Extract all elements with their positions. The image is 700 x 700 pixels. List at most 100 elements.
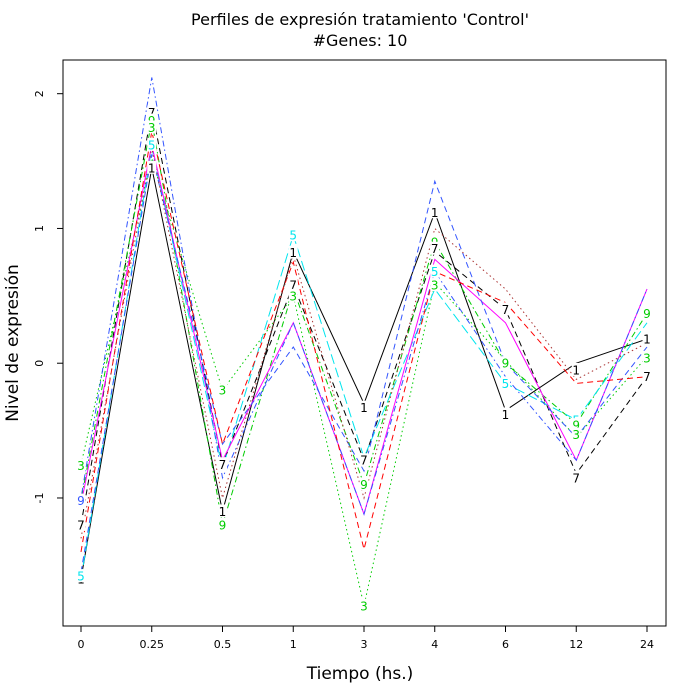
y-axis-title: Nivel de expresión (3, 264, 23, 422)
point-label: 7 (502, 303, 510, 317)
y-tick-label: 2 (33, 90, 46, 97)
point-label: 1 (360, 401, 368, 415)
point-label: 7 (572, 471, 580, 485)
point-label-backdrop (430, 278, 440, 292)
point-label: 1 (289, 246, 297, 260)
point-label-backdrop (501, 376, 510, 390)
point-label-backdrop (288, 245, 298, 259)
point-label: 9 (572, 419, 580, 433)
point-label-backdrop (218, 457, 227, 471)
point-label-backdrop (76, 493, 86, 507)
point-label: 3 (572, 428, 580, 442)
point-label-backdrop (571, 362, 581, 376)
point-label-backdrop (571, 427, 581, 441)
x-tick-label: 12 (569, 638, 583, 651)
point-label-backdrop (147, 105, 157, 119)
point-label: 3 (148, 121, 156, 135)
point-label: 9 (360, 478, 368, 492)
point-label-backdrop (76, 458, 86, 472)
point-label-backdrop (430, 264, 440, 278)
point-label-backdrop (430, 234, 440, 248)
point-label-backdrop (359, 477, 369, 491)
point-label-backdrop (76, 569, 86, 583)
point-label: 3 (360, 599, 368, 613)
series-line (80, 77, 648, 516)
point-label-backdrop (642, 350, 652, 364)
point-label: 9 (219, 518, 227, 532)
point-label: 7 (77, 518, 85, 532)
point-label: 1 (148, 161, 156, 175)
point-label: 7 (360, 454, 368, 468)
point-labels-layer: 1793579351371951731793197537951159379137 (76, 105, 652, 613)
series-line (80, 147, 648, 539)
point-label-backdrop (147, 113, 157, 127)
x-tick-label: 0.25 (140, 638, 165, 651)
point-label: 7 (148, 106, 156, 120)
point-label: 9 (502, 357, 510, 371)
y-tick-label: -1 (33, 492, 46, 503)
x-tick-label: 24 (640, 638, 654, 651)
x-tick-label: 4 (431, 638, 438, 651)
point-label-backdrop (147, 120, 157, 134)
chart-title: Perfiles de expresión tratamiento 'Contr… (191, 10, 529, 29)
point-label: 1 (431, 206, 439, 220)
point-label: 9 (643, 307, 651, 321)
x-tick-label: 1 (290, 638, 297, 651)
point-label: 1 (643, 332, 651, 346)
point-label: 3 (219, 384, 227, 398)
point-label-backdrop (218, 517, 227, 531)
point-label: 5 (148, 138, 156, 152)
point-label-backdrop (642, 331, 652, 345)
y-tick-label: 1 (33, 225, 46, 232)
point-label-backdrop (359, 400, 369, 414)
point-label-backdrop (147, 137, 157, 151)
point-label-backdrop (218, 504, 227, 518)
series-line (80, 131, 648, 552)
point-label: 5 (77, 570, 85, 584)
point-label: 3 (643, 351, 651, 365)
point-label: 7 (219, 458, 227, 472)
x-axis: 0 0.25 0.5 1 3 4 6 12 24 (78, 626, 654, 651)
point-label: 3 (289, 289, 297, 303)
point-label-backdrop (218, 383, 227, 397)
point-label: 3 (77, 459, 85, 473)
point-label-backdrop (76, 517, 86, 531)
point-label: 5 (431, 265, 439, 279)
point-label-backdrop (642, 306, 652, 320)
point-label: 1 (502, 408, 510, 422)
x-axis-title: Tiempo (hs.) (306, 664, 414, 684)
series-line (80, 147, 648, 579)
chart-subtitle: #Genes: 10 (313, 31, 408, 50)
point-label-backdrop (571, 418, 581, 432)
x-tick-label: 0 (78, 638, 85, 651)
point-label-backdrop (501, 302, 510, 316)
point-label-backdrop (642, 369, 652, 383)
y-tick-label: 0 (33, 360, 46, 367)
point-label: 1 (572, 363, 580, 377)
point-label-backdrop (359, 453, 369, 467)
point-label-backdrop (430, 241, 440, 255)
point-label-backdrop (571, 470, 581, 484)
point-label-backdrop (501, 407, 510, 421)
point-label-backdrop (288, 228, 298, 242)
point-label: 7 (431, 242, 439, 256)
x-tick-label: 6 (502, 638, 509, 651)
point-label-backdrop (288, 288, 298, 302)
point-label: 7 (643, 370, 651, 384)
x-tick-label: 0.5 (214, 638, 232, 651)
point-label-backdrop (147, 160, 157, 174)
point-label: 7 (289, 279, 297, 293)
series-line (80, 154, 648, 573)
point-label-backdrop (288, 278, 298, 292)
point-label-backdrop (430, 205, 440, 219)
x-tick-label: 3 (361, 638, 368, 651)
point-label: 5 (502, 377, 510, 391)
point-label: 3 (431, 279, 439, 293)
point-label-backdrop (359, 598, 369, 612)
point-label-backdrop (501, 356, 510, 370)
point-label: 1 (219, 505, 227, 519)
point-label: 9 (77, 494, 85, 508)
point-label: 5 (289, 229, 297, 243)
